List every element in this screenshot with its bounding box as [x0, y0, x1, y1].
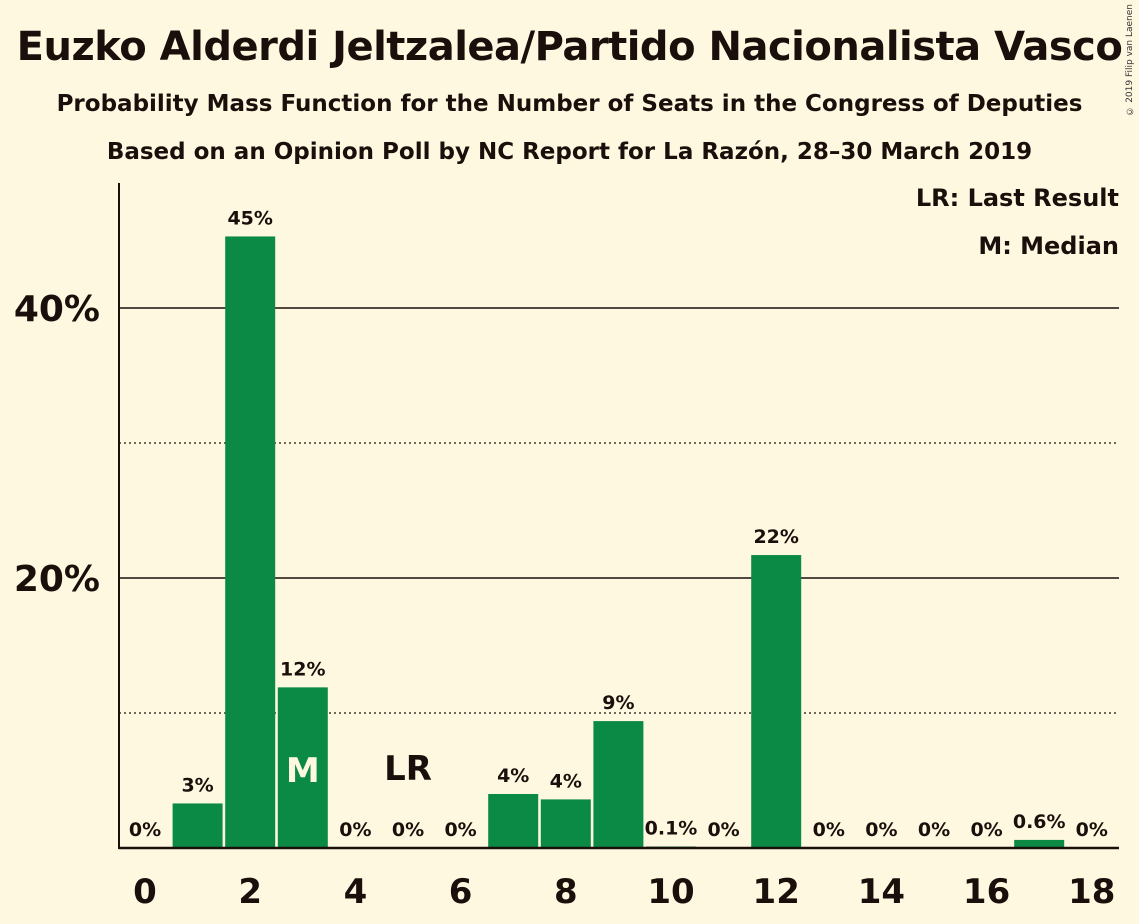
bar-data-label: 0%	[392, 819, 424, 841]
bar-data-label: 3%	[181, 774, 213, 796]
chart-title: Euzko Alderdi Jeltzalea/Partido Nacional…	[16, 24, 1123, 70]
bar-data-label: 4%	[497, 765, 529, 787]
bar-data-label: 0%	[1076, 819, 1108, 841]
bar-data-label: 0%	[707, 819, 739, 841]
y-tick-label: 20%	[14, 559, 100, 600]
bar	[488, 794, 539, 848]
bar-data-label: 0.6%	[1013, 811, 1066, 833]
x-tick-label: 6	[449, 872, 473, 912]
bar-data-label: 4%	[550, 770, 582, 792]
x-tick-label: 12	[753, 872, 800, 912]
bar	[172, 803, 223, 848]
bar	[593, 721, 644, 848]
x-tick-label: 14	[858, 872, 905, 912]
bar-data-label: 9%	[602, 692, 634, 714]
bar-data-label: 0%	[339, 819, 371, 841]
bar-data-label: 12%	[280, 658, 325, 680]
bar-data-label: 0%	[970, 819, 1002, 841]
bar	[277, 687, 328, 848]
x-tick-label: 8	[554, 872, 578, 912]
bar-data-label: 0%	[865, 819, 897, 841]
bar-data-label: 0%	[813, 819, 845, 841]
bar-data-label: 0.1%	[645, 818, 698, 840]
chart-subtitle-source: Based on an Opinion Poll by NC Report fo…	[106, 139, 1033, 165]
legend-last-result: LR: Last Result	[915, 184, 1119, 212]
bar-data-label: 0%	[444, 819, 476, 841]
bar-data-label: 0%	[129, 819, 161, 841]
bar	[225, 236, 276, 848]
x-tick-label: 16	[963, 872, 1010, 912]
x-tick-label: 4	[344, 872, 368, 912]
bar	[540, 799, 591, 848]
x-tick-label: 18	[1068, 872, 1115, 912]
bar	[751, 555, 802, 848]
x-tick-label: 10	[647, 872, 694, 912]
y-tick-label: 40%	[14, 289, 100, 330]
x-tick-label: 2	[238, 872, 262, 912]
bar	[1014, 839, 1065, 848]
bar-data-label: 22%	[753, 526, 798, 548]
bar-data-label: 0%	[918, 819, 950, 841]
legend-median: M: Median	[978, 232, 1119, 260]
median-marker: M	[286, 751, 320, 791]
last-result-marker: LR	[384, 749, 432, 789]
bar-data-label: 45%	[227, 207, 272, 229]
x-tick-label: 0	[133, 872, 157, 912]
chart-subtitle: Probability Mass Function for the Number…	[56, 91, 1083, 117]
